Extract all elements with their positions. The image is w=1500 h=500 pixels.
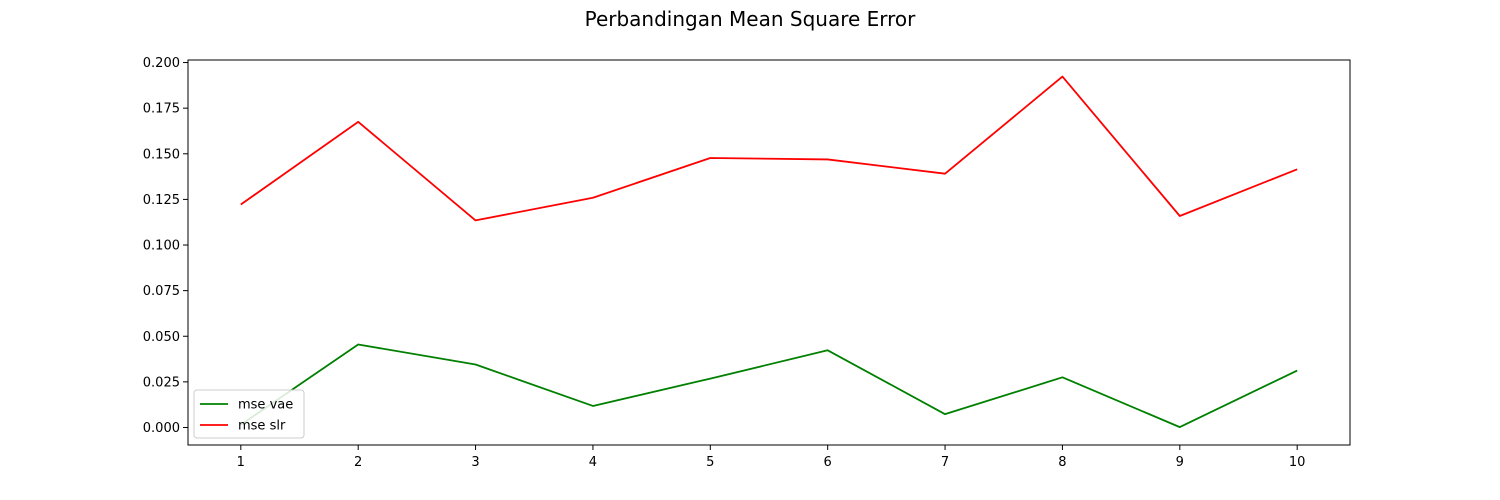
x-tick-label: 2 bbox=[354, 455, 362, 470]
legend: mse vae mse slr bbox=[193, 389, 305, 439]
series-lines bbox=[240, 75, 1298, 429]
x-tick-label: 6 bbox=[824, 455, 832, 470]
x-tick-label: 7 bbox=[941, 455, 949, 470]
y-axis: 0.000 0.025 0.050 0.075 0.100 0.125 0.150 0.175… bbox=[143, 56, 188, 436]
x-tick-label: 8 bbox=[1058, 455, 1066, 470]
series-line-mse-vae bbox=[240, 343, 1298, 429]
x-tick-label: 9 bbox=[1176, 455, 1184, 470]
x-tick-label: 4 bbox=[589, 455, 597, 470]
x-tick-label: 1 bbox=[237, 455, 245, 470]
plot-frame bbox=[187, 59, 1351, 446]
y-tick-label: 0.075 bbox=[143, 284, 180, 299]
y-tick-label: 0.000 bbox=[143, 421, 180, 436]
series-line-mse-slr bbox=[240, 75, 1298, 222]
legend-box bbox=[193, 389, 305, 439]
x-tick-label: 5 bbox=[706, 455, 714, 470]
y-tick-label: 0.025 bbox=[143, 375, 180, 390]
y-tick-label: 0.200 bbox=[143, 56, 180, 71]
chart-title: Perbandingan Mean Square Error bbox=[585, 7, 917, 31]
y-tick-label: 0.050 bbox=[143, 330, 180, 345]
legend-label: mse vae bbox=[238, 398, 293, 413]
x-tick-label: 10 bbox=[1289, 455, 1306, 470]
y-tick-label: 0.100 bbox=[143, 239, 180, 254]
y-tick-label: 0.150 bbox=[143, 147, 180, 162]
y-tick-label: 0.125 bbox=[143, 193, 180, 208]
y-tick-label: 0.175 bbox=[143, 102, 180, 117]
x-axis: 1 2 3 4 5 6 7 8 9 10 bbox=[237, 445, 1306, 470]
x-tick-label: 3 bbox=[471, 455, 479, 470]
legend-label: mse slr bbox=[238, 419, 286, 434]
